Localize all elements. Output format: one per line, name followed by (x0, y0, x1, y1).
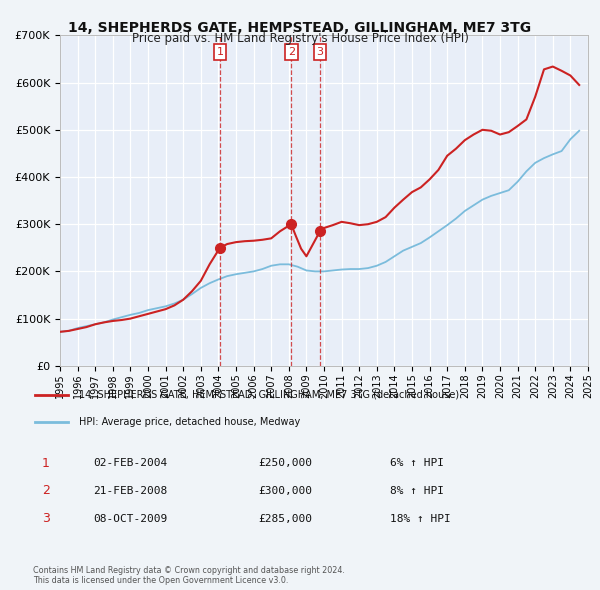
Text: Contains HM Land Registry data © Crown copyright and database right 2024.
This d: Contains HM Land Registry data © Crown c… (33, 566, 345, 585)
Text: 8% ↑ HPI: 8% ↑ HPI (390, 486, 444, 496)
Text: 21-FEB-2008: 21-FEB-2008 (93, 486, 167, 496)
Text: 02-FEB-2004: 02-FEB-2004 (93, 458, 167, 468)
Text: 2: 2 (287, 47, 295, 57)
Text: 1: 1 (41, 457, 50, 470)
Text: 3: 3 (41, 512, 50, 525)
Text: 2: 2 (41, 484, 50, 497)
Text: Price paid vs. HM Land Registry's House Price Index (HPI): Price paid vs. HM Land Registry's House … (131, 32, 469, 45)
Text: £250,000: £250,000 (258, 458, 312, 468)
Text: 08-OCT-2009: 08-OCT-2009 (93, 514, 167, 523)
Text: HPI: Average price, detached house, Medway: HPI: Average price, detached house, Medw… (79, 417, 300, 427)
Text: 18% ↑ HPI: 18% ↑ HPI (390, 514, 451, 523)
Text: £285,000: £285,000 (258, 514, 312, 523)
Text: 1: 1 (217, 47, 223, 57)
Text: 3: 3 (316, 47, 323, 57)
Text: 6% ↑ HPI: 6% ↑ HPI (390, 458, 444, 468)
Text: 14, SHEPHERDS GATE, HEMPSTEAD, GILLINGHAM, ME7 3TG: 14, SHEPHERDS GATE, HEMPSTEAD, GILLINGHA… (68, 21, 532, 35)
Text: 14, SHEPHERDS GATE, HEMPSTEAD, GILLINGHAM, ME7 3TG (detached house): 14, SHEPHERDS GATE, HEMPSTEAD, GILLINGHA… (79, 390, 459, 400)
Text: £300,000: £300,000 (258, 486, 312, 496)
